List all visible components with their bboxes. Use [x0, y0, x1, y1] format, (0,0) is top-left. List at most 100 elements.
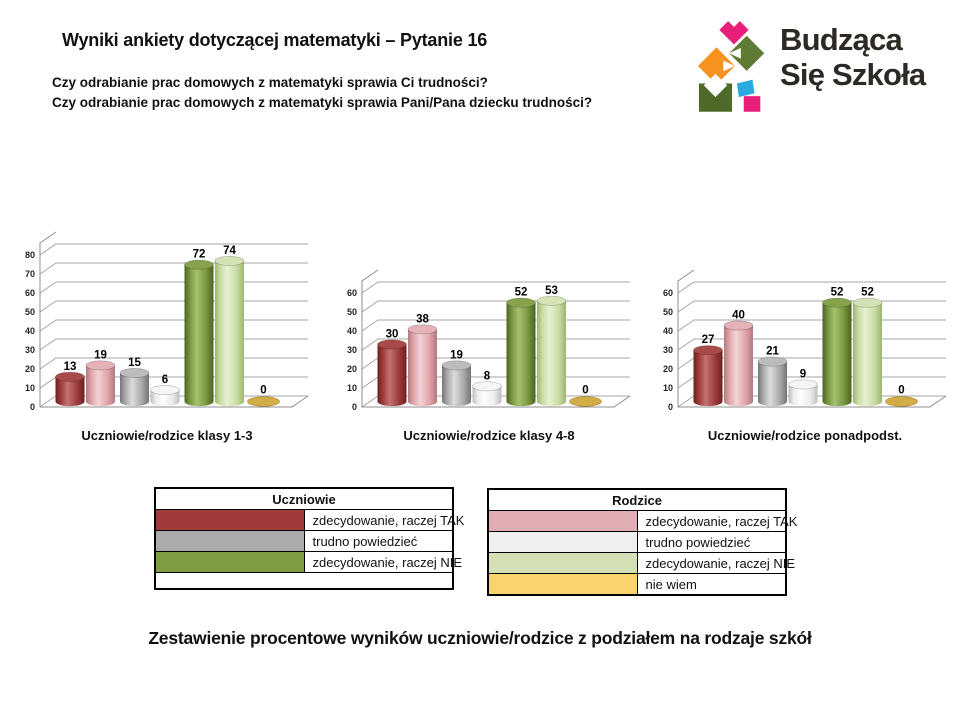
bar-top-uczniowie-zdecydowanie-raczej-nie — [822, 297, 852, 308]
y-tick-label: 60 — [25, 288, 35, 298]
y-tick-label: 70 — [25, 269, 35, 279]
y-tick-label: 10 — [347, 383, 357, 393]
bar-top-rodzice-trudno-powiedziec — [150, 385, 180, 396]
value-label: 30 — [386, 329, 399, 341]
y-tick-label: 20 — [347, 364, 357, 374]
chart-klasy-1-3-plot: 0 10 20 30 40 50 60 70 80 13 19 15 6 72 74 0 — [25, 231, 309, 412]
gridline — [39, 357, 308, 370]
legend-label: trudno powiedzieć — [303, 530, 454, 552]
bar-top-rodzice-zdecydowanie-raczej-nie — [214, 255, 245, 266]
legend-row: zdecydowanie, raczej NIE — [487, 552, 795, 574]
logo-text: Budząca Się Szkoła — [780, 22, 926, 92]
value-label: 21 — [766, 346, 779, 358]
legend-header-row: Uczniowie — [154, 487, 454, 510]
y-tick-label: 10 — [25, 383, 35, 393]
bar-rodzice-zdecydowanie-raczej-tak — [724, 325, 753, 407]
legend-empty-row — [154, 572, 454, 590]
bar-uczniowie-zdecydowanie-raczej-nie — [822, 302, 852, 407]
page-title: Wyniki ankiety dotyczącej matematyki – P… — [62, 30, 488, 50]
value-label: 27 — [702, 334, 715, 346]
legend-swatch — [487, 573, 638, 596]
legend-swatch — [154, 530, 305, 552]
gridline — [39, 243, 308, 256]
y-tick-label: 0 — [352, 402, 357, 412]
value-label: 9 — [800, 368, 806, 380]
gridline — [39, 262, 308, 275]
value-label: 52 — [515, 287, 528, 299]
y-tick-label: 60 — [663, 288, 673, 298]
bar-rodzice-trudno-powiedziec — [472, 386, 502, 407]
legend-swatch — [487, 510, 638, 532]
bar-rodzice-trudno-powiedziec — [788, 384, 818, 407]
value-label: 13 — [64, 361, 77, 373]
legend-swatch — [487, 531, 638, 553]
survey-questions: Czy odrabianie prac domowych z matematyk… — [52, 73, 592, 113]
bar-uczniowie-zdecydowanie-raczej-nie — [506, 302, 536, 407]
legend-row: trudno powiedzieć — [154, 530, 454, 552]
legend-swatch — [154, 509, 305, 531]
y-tick-label: 10 — [663, 383, 673, 393]
bar-top-rodzice-zdecydowanie-raczej-tak — [85, 360, 116, 371]
bar-uczniowie-trudno-powiedziec — [758, 361, 787, 407]
bar-top-uczniowie-trudno-powiedziec — [757, 356, 788, 367]
gridline — [39, 300, 308, 313]
chart-ponadpodst: 0 10 20 30 40 50 60 27 40 21 9 52 52 0 Uczniowie/rodz… — [650, 230, 960, 443]
y-tick-label: 50 — [347, 307, 357, 317]
axis-frame — [39, 231, 309, 408]
y-tick-label: 30 — [347, 345, 357, 355]
legend-table-uczniowie: Uczniowie zdecydowanie, raczej TAK trudn… — [154, 487, 464, 590]
legend-row: trudno powiedzieć — [487, 531, 787, 553]
value-label: 40 — [732, 310, 745, 322]
legend-header-row: Rodzice — [487, 488, 787, 511]
gridline — [39, 319, 308, 332]
bar-top-rodzice-trudno-powiedziec — [472, 381, 502, 392]
chart-caption: Uczniowie/rodzice klasy 4-8 — [403, 428, 575, 443]
y-tick-label: 40 — [347, 326, 357, 336]
legend-swatch — [487, 552, 638, 574]
bar-rodzice-nie-wiem — [885, 396, 918, 407]
value-label: 15 — [128, 357, 141, 369]
y-tick-label: 30 — [663, 345, 673, 355]
legend-swatch — [154, 551, 305, 573]
bar-top-rodzice-zdecydowanie-raczej-tak — [723, 320, 754, 331]
axis-frame — [677, 269, 947, 408]
logo-line1: Budząca — [780, 22, 903, 57]
axis-frame — [361, 269, 631, 408]
value-label: 0 — [582, 385, 588, 397]
y-tick-label: 20 — [663, 364, 673, 374]
school-logo-icon — [697, 21, 765, 112]
bar-top-uczniowie-zdecydowanie-raczej-nie — [506, 297, 536, 308]
bar-top-rodzice-zdecydowanie-raczej-tak — [407, 324, 438, 335]
gridline — [677, 300, 946, 313]
bar-rodzice-nie-wiem — [569, 396, 602, 407]
bar-rodzice-trudno-powiedziec — [150, 390, 180, 407]
bar-top-uczniowie-zdecydowanie-raczej-tak — [377, 339, 407, 350]
value-label: 53 — [545, 285, 558, 297]
question-students: Czy odrabianie prac domowych z matematyk… — [52, 75, 488, 90]
value-label: 19 — [94, 349, 107, 361]
y-tick-label: 0 — [668, 402, 673, 412]
chart-caption: Uczniowie/rodzice klasy 1-3 — [81, 428, 253, 443]
bar-rodzice-zdecydowanie-raczej-nie — [853, 302, 882, 407]
legend-label: zdecydowanie, raczej TAK — [636, 510, 797, 532]
y-tick-label: 20 — [25, 364, 35, 374]
bar-uczniowie-zdecydowanie-raczej-tak — [377, 344, 407, 407]
value-label: 6 — [162, 374, 168, 386]
gridline — [39, 338, 308, 351]
y-tick-label: 40 — [663, 326, 673, 336]
question-parents: Czy odrabianie prac domowych z matematyk… — [52, 95, 593, 110]
legend-label: nie wiem — [636, 573, 787, 596]
gridline — [361, 300, 630, 313]
y-tick-label: 50 — [25, 307, 35, 317]
bar-rodzice-nie-wiem — [247, 396, 280, 407]
logo: Budząca Się Szkoła — [696, 14, 926, 114]
bar-top-uczniowie-trudno-powiedziec — [441, 360, 472, 371]
bar-rodzice-zdecydowanie-raczej-nie — [537, 300, 566, 407]
chart-caption: Uczniowie/rodzice ponadpodst. — [707, 428, 903, 443]
value-label: 52 — [831, 287, 844, 299]
legend-title: Rodzice — [487, 488, 787, 511]
legend-table-rodzice: Rodzice zdecydowanie, raczej TAK trudno … — [487, 488, 797, 596]
gridline — [677, 319, 946, 332]
legend-row: nie wiem — [487, 573, 787, 596]
